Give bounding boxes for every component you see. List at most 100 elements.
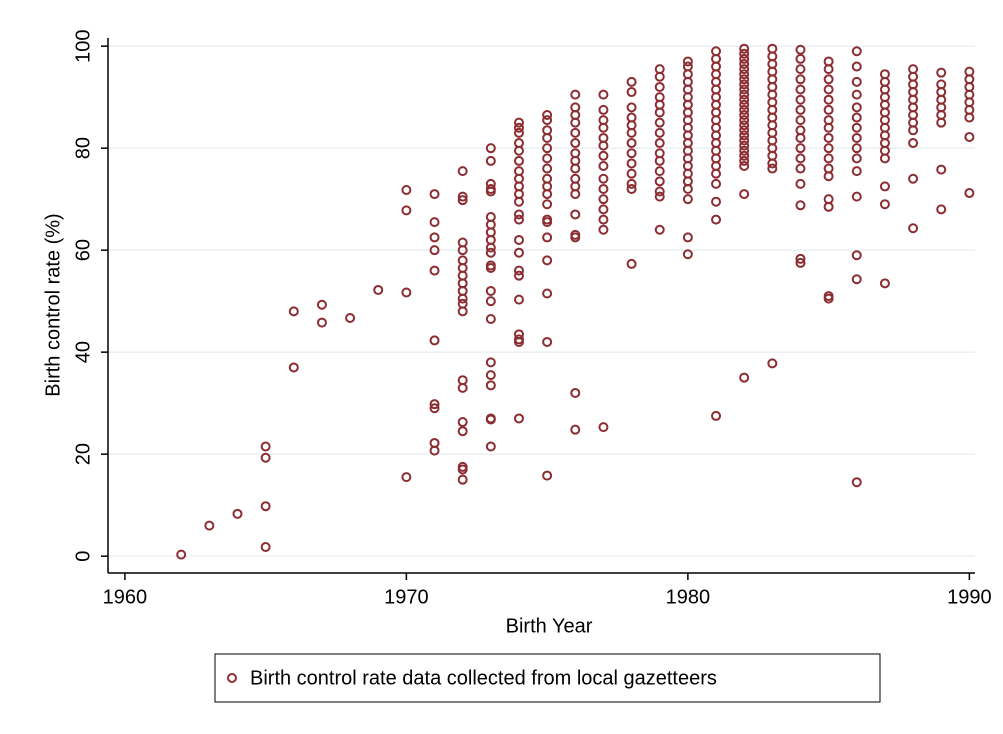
point bbox=[485, 357, 496, 368]
point bbox=[626, 158, 637, 169]
point bbox=[654, 166, 665, 177]
point bbox=[598, 104, 609, 115]
point bbox=[626, 148, 637, 159]
point bbox=[711, 178, 722, 189]
point bbox=[373, 284, 384, 295]
point bbox=[739, 43, 750, 54]
point bbox=[711, 214, 722, 225]
point bbox=[429, 335, 440, 346]
point bbox=[739, 115, 750, 126]
point bbox=[823, 132, 834, 143]
point bbox=[823, 104, 834, 115]
point bbox=[401, 287, 412, 298]
point bbox=[457, 426, 468, 437]
point bbox=[795, 143, 806, 154]
point bbox=[457, 382, 468, 393]
point bbox=[739, 130, 750, 141]
point bbox=[851, 166, 862, 177]
point bbox=[626, 87, 637, 98]
point bbox=[401, 472, 412, 483]
point bbox=[739, 94, 750, 105]
point bbox=[739, 74, 750, 85]
point bbox=[485, 414, 496, 425]
point bbox=[936, 117, 947, 128]
point bbox=[823, 94, 834, 105]
point bbox=[429, 189, 440, 200]
point bbox=[795, 94, 806, 105]
point bbox=[457, 474, 468, 485]
point bbox=[879, 181, 890, 192]
point bbox=[739, 53, 750, 64]
point bbox=[429, 232, 440, 243]
point bbox=[767, 163, 778, 174]
point bbox=[288, 306, 299, 317]
point bbox=[457, 306, 468, 317]
point bbox=[513, 247, 524, 258]
x-axis-label: Birth Year bbox=[506, 615, 593, 637]
point bbox=[429, 265, 440, 276]
point bbox=[851, 61, 862, 72]
point bbox=[879, 153, 890, 164]
point bbox=[795, 153, 806, 164]
point bbox=[795, 257, 806, 268]
point bbox=[457, 191, 468, 202]
point bbox=[542, 189, 553, 200]
point bbox=[739, 69, 750, 80]
point bbox=[542, 232, 553, 243]
point bbox=[626, 127, 637, 138]
x-tick-label: 1990 bbox=[947, 586, 992, 608]
point bbox=[457, 195, 468, 206]
point bbox=[739, 161, 750, 172]
point bbox=[879, 199, 890, 210]
point bbox=[513, 214, 524, 225]
y-tick-label: 100 bbox=[72, 29, 94, 62]
point bbox=[570, 189, 581, 200]
point bbox=[542, 115, 553, 126]
point bbox=[598, 194, 609, 205]
point bbox=[429, 403, 440, 414]
point bbox=[542, 217, 553, 228]
point bbox=[739, 48, 750, 59]
point bbox=[795, 200, 806, 211]
point bbox=[485, 242, 496, 253]
point bbox=[485, 314, 496, 325]
point bbox=[936, 164, 947, 175]
point bbox=[682, 183, 693, 194]
point bbox=[908, 138, 919, 149]
point bbox=[485, 370, 496, 381]
point bbox=[739, 140, 750, 151]
point bbox=[654, 107, 665, 118]
point bbox=[513, 122, 524, 133]
point bbox=[711, 196, 722, 207]
point bbox=[260, 441, 271, 452]
point bbox=[598, 161, 609, 172]
point bbox=[795, 53, 806, 64]
point bbox=[654, 224, 665, 235]
point bbox=[598, 204, 609, 215]
point bbox=[288, 362, 299, 373]
point bbox=[851, 122, 862, 133]
point bbox=[908, 125, 919, 136]
point bbox=[626, 102, 637, 113]
point bbox=[851, 46, 862, 57]
point bbox=[626, 76, 637, 87]
point bbox=[260, 501, 271, 512]
point bbox=[542, 199, 553, 210]
point bbox=[851, 112, 862, 123]
point bbox=[513, 413, 524, 424]
point bbox=[598, 89, 609, 100]
point bbox=[598, 422, 609, 433]
point bbox=[654, 117, 665, 128]
point bbox=[345, 312, 356, 323]
point bbox=[232, 508, 243, 519]
point bbox=[457, 464, 468, 475]
point bbox=[823, 64, 834, 75]
point bbox=[457, 417, 468, 428]
point bbox=[795, 104, 806, 115]
point bbox=[457, 166, 468, 177]
point bbox=[485, 285, 496, 296]
point bbox=[823, 122, 834, 133]
point bbox=[570, 117, 581, 128]
point bbox=[851, 89, 862, 100]
